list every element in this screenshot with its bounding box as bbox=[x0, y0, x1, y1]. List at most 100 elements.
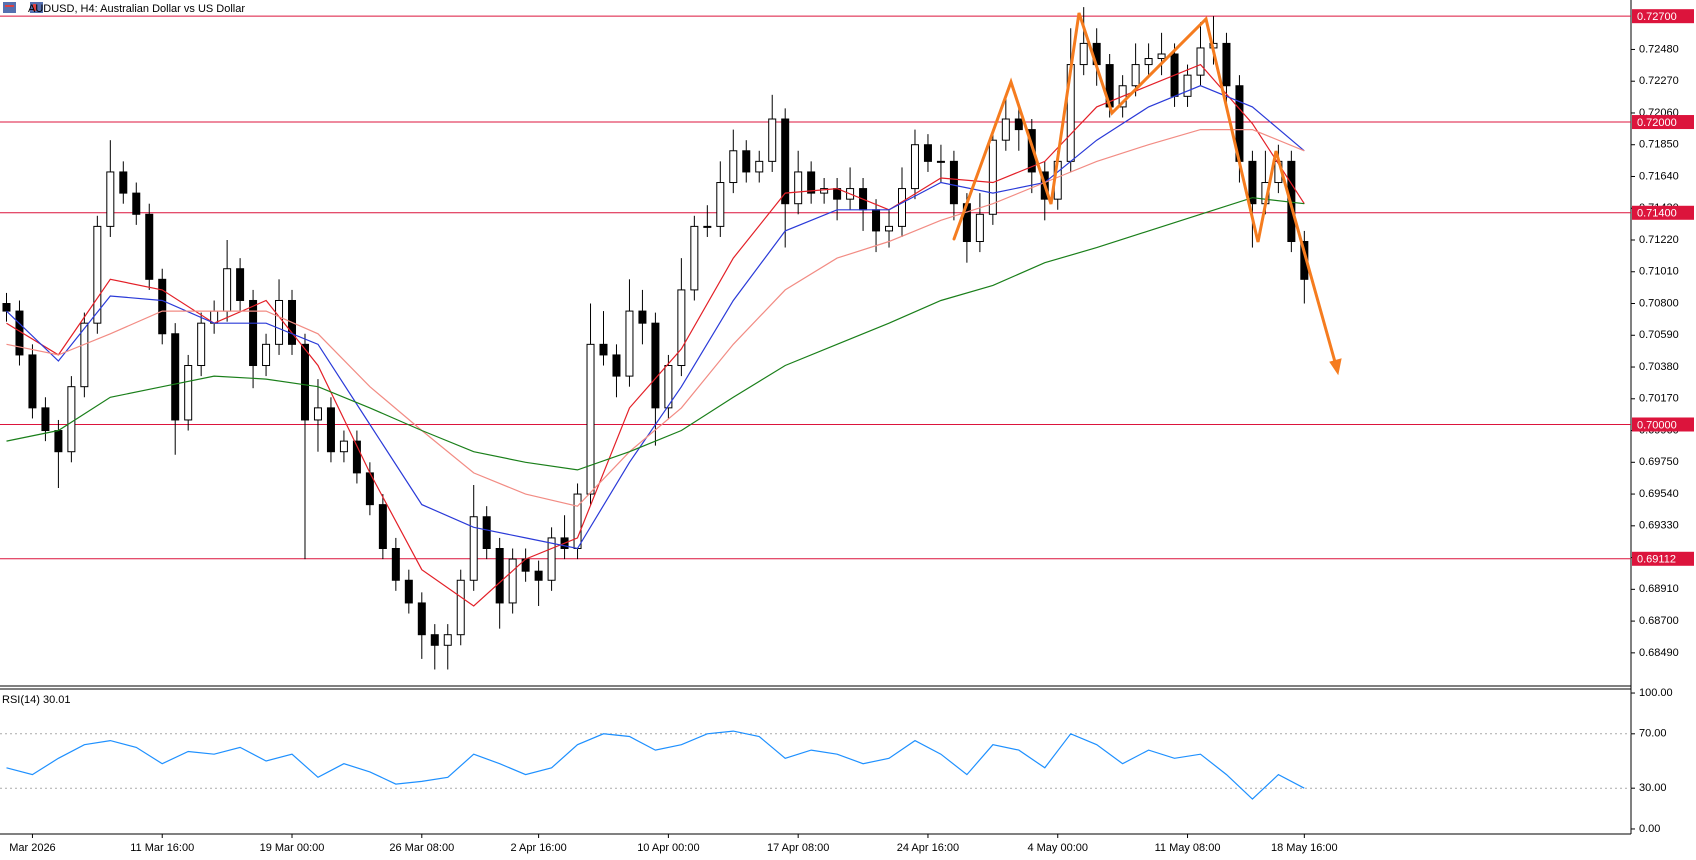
candle-body bbox=[807, 171, 816, 194]
candle-body bbox=[690, 225, 699, 291]
candle-body bbox=[988, 139, 997, 215]
x-tick-label: 11 Mar 16:00 bbox=[130, 842, 194, 854]
candle-body bbox=[469, 516, 478, 581]
candle-body bbox=[119, 171, 128, 194]
price-level-tag bbox=[1632, 205, 1694, 220]
candle-body bbox=[391, 548, 400, 581]
candle-body bbox=[755, 160, 764, 173]
candle-body bbox=[794, 171, 803, 205]
y-tick-label: 0.69750 bbox=[1639, 456, 1679, 468]
zigzag-line bbox=[952, 12, 1337, 364]
candle-body bbox=[80, 322, 89, 388]
price-level-label: 0.70000 bbox=[1637, 419, 1677, 431]
y-tick-label: 70.00 bbox=[1639, 728, 1667, 740]
x-tick-label: 17 Apr 08:00 bbox=[767, 842, 829, 854]
candle-body bbox=[742, 150, 751, 173]
candle-body bbox=[768, 118, 777, 162]
candle-body bbox=[872, 209, 881, 232]
icon bbox=[3, 2, 16, 13]
candle-body bbox=[508, 558, 517, 604]
candle-body bbox=[93, 225, 102, 324]
candle-body bbox=[352, 440, 361, 474]
candle-body bbox=[417, 602, 426, 636]
x-tick-label: 26 Mar 08:00 bbox=[389, 842, 454, 854]
candle-body bbox=[378, 504, 387, 550]
y-tick-label: 0.71640 bbox=[1639, 170, 1679, 182]
candle-body bbox=[495, 548, 504, 604]
candle-body bbox=[430, 634, 439, 646]
candle-body bbox=[677, 289, 686, 367]
arrow-head bbox=[1329, 358, 1342, 376]
panel-title: AUDUSD, H4: Australian Dollar vs US Doll… bbox=[28, 3, 245, 15]
price-level-tag bbox=[1632, 9, 1694, 24]
x-tick-label: 2 Apr 16:00 bbox=[510, 842, 566, 854]
y-tick-label: 0.00 bbox=[1639, 823, 1660, 835]
x-tick-label: 24 Apr 16:00 bbox=[897, 842, 959, 854]
candle-body bbox=[949, 160, 958, 205]
line-series bbox=[6, 197, 1305, 471]
price-level-tag bbox=[1632, 551, 1694, 566]
candle-body bbox=[1222, 42, 1231, 87]
y-tick-label: 100.00 bbox=[1639, 687, 1673, 699]
candle-body bbox=[54, 430, 63, 453]
line-series bbox=[6, 129, 1305, 507]
candle-body bbox=[664, 365, 673, 409]
price-level-label: 0.69112 bbox=[1637, 554, 1676, 566]
y-tick-label: 0.68490 bbox=[1639, 647, 1679, 659]
candle-body bbox=[184, 365, 193, 421]
line-series bbox=[6, 730, 1305, 800]
candle-body bbox=[975, 213, 984, 243]
candle-body bbox=[171, 333, 180, 421]
y-tick-label: 0.71010 bbox=[1639, 266, 1679, 278]
candle-body bbox=[1196, 47, 1205, 76]
candle-body bbox=[910, 144, 919, 190]
y-tick-label: 0.72270 bbox=[1639, 75, 1679, 87]
y-tick-label: 0.70800 bbox=[1639, 297, 1679, 309]
candle-body bbox=[1014, 118, 1023, 131]
plot bbox=[0, 7, 1635, 838]
icon bbox=[5, 5, 14, 7]
y-tick-label: 0.72480 bbox=[1639, 43, 1679, 55]
candle-body bbox=[781, 118, 790, 205]
candle-body bbox=[28, 354, 37, 409]
candle-body bbox=[482, 516, 491, 550]
line-series bbox=[6, 85, 1305, 550]
price-level-tag bbox=[1632, 417, 1694, 432]
price-level-tag bbox=[1632, 115, 1694, 130]
candle-body bbox=[936, 160, 945, 163]
candle-body bbox=[638, 310, 647, 324]
candle-body bbox=[41, 407, 50, 432]
y-tick-label: 0.68910 bbox=[1639, 583, 1679, 595]
x-tick-label: 4 May 00:00 bbox=[1027, 842, 1088, 854]
candle-body bbox=[1157, 53, 1166, 60]
y-tick-label: 0.70380 bbox=[1639, 361, 1679, 373]
pattern-drawing bbox=[952, 12, 1342, 376]
candle-body bbox=[326, 407, 335, 453]
y-tick-label: 30.00 bbox=[1639, 782, 1667, 794]
y-tick-label: 0.71850 bbox=[1639, 139, 1679, 151]
y-tick-label: 0.68700 bbox=[1639, 615, 1679, 627]
candle-body bbox=[2, 303, 11, 312]
y-tick-label: 0.69540 bbox=[1639, 488, 1679, 500]
candle-body bbox=[1001, 118, 1010, 141]
candle-body bbox=[612, 354, 621, 377]
candle-body bbox=[106, 171, 115, 227]
toolbar-icons bbox=[3, 2, 43, 13]
line-series bbox=[6, 63, 1305, 607]
candle-body bbox=[586, 343, 595, 495]
candle-body bbox=[158, 278, 167, 335]
candle-body bbox=[651, 322, 660, 409]
candle-body bbox=[275, 299, 284, 345]
icon bbox=[30, 2, 43, 13]
candle-body bbox=[703, 225, 712, 228]
x-tick-label: 10 Apr 00:00 bbox=[637, 842, 699, 854]
candle-body bbox=[898, 188, 907, 227]
candle-body bbox=[1027, 129, 1036, 173]
candle-body bbox=[443, 634, 452, 646]
candle-body bbox=[339, 440, 348, 453]
panel-title: RSI(14) 30.01 bbox=[2, 694, 70, 706]
y-tick-label: 0.70590 bbox=[1639, 329, 1679, 341]
